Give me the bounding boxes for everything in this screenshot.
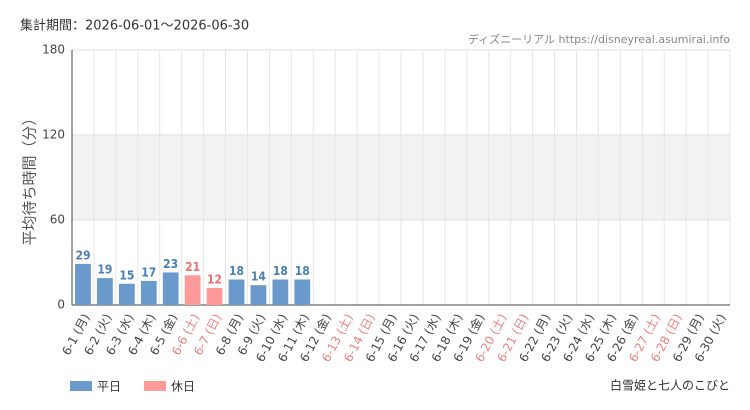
source: ディズニーリアル https://disneyreal.asumirai.inf…: [468, 32, 730, 46]
data-label: 17: [141, 265, 156, 279]
legend-label: 休日: [171, 380, 195, 394]
bar: [294, 279, 311, 305]
bar: [162, 272, 179, 305]
legend-label: 平日: [97, 380, 121, 394]
bar: [250, 285, 267, 305]
data-label: 19: [97, 263, 112, 277]
bar: [140, 280, 157, 305]
y-tick-label: 60: [50, 213, 65, 227]
data-label: 18: [295, 264, 310, 278]
y-tick-label: 180: [42, 43, 65, 57]
data-label: 18: [229, 264, 244, 278]
bar: [206, 288, 223, 305]
bar: [184, 275, 201, 305]
data-label: 14: [251, 270, 267, 284]
y-tick-label: 0: [57, 298, 65, 312]
data-label: 12: [207, 273, 222, 287]
bar: [228, 279, 245, 305]
legend-swatch: [144, 381, 166, 391]
data-label: 21: [185, 260, 200, 274]
y-axis-title: 平均待ち時間（分）: [21, 110, 39, 245]
bar: [97, 278, 113, 305]
legend-swatch: [70, 381, 92, 391]
data-label: 15: [119, 268, 134, 282]
bar: [272, 279, 289, 305]
attraction: 白雪姫と七人のこびと: [610, 378, 730, 393]
period: 集計期間：2026-06-01～2026-06-30: [20, 18, 249, 34]
bar: [118, 283, 135, 305]
y-tick-label: 120: [42, 128, 65, 142]
data-label: 18: [273, 264, 288, 278]
data-label: 29: [75, 248, 90, 262]
bar: [75, 263, 91, 305]
data-label: 23: [163, 257, 178, 271]
